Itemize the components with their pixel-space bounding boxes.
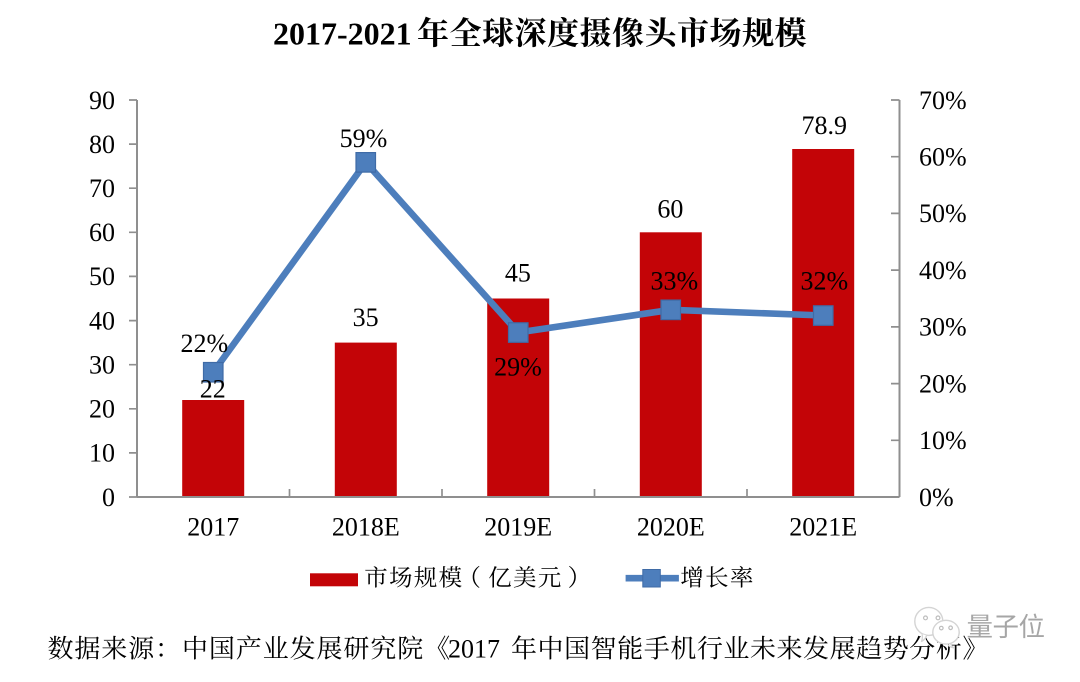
svg-text:32%: 32%	[800, 267, 848, 296]
svg-text:30%: 30%	[919, 313, 967, 342]
svg-text:40%: 40%	[919, 256, 967, 285]
svg-text:20: 20	[89, 395, 115, 424]
svg-text:59%: 59%	[340, 124, 388, 153]
svg-text:45: 45	[505, 258, 531, 287]
svg-text:60: 60	[89, 218, 115, 247]
svg-text:70: 70	[89, 174, 115, 203]
svg-text:2020E: 2020E	[637, 513, 705, 542]
svg-text:40: 40	[89, 306, 115, 335]
svg-text:0: 0	[102, 483, 115, 512]
svg-text:2021E: 2021E	[789, 513, 857, 542]
svg-text:20%: 20%	[919, 369, 967, 398]
svg-text:30: 30	[89, 351, 115, 380]
svg-text:2018E: 2018E	[332, 513, 400, 542]
svg-text:70%: 70%	[919, 86, 967, 115]
svg-text:2017: 2017	[187, 513, 239, 542]
svg-text:0%: 0%	[919, 483, 954, 512]
svg-text:90: 90	[89, 86, 115, 115]
svg-text:33%: 33%	[650, 267, 698, 296]
svg-text:80: 80	[89, 130, 115, 159]
svg-text:60: 60	[657, 195, 683, 224]
svg-text:10: 10	[89, 439, 115, 468]
svg-text:2017-2021: 2017-2021	[273, 15, 412, 51]
svg-text:22%: 22%	[180, 329, 228, 358]
svg-text:50%: 50%	[919, 199, 967, 228]
svg-text:50: 50	[89, 262, 115, 291]
svg-text:29%: 29%	[494, 353, 542, 382]
svg-text:60%: 60%	[919, 143, 967, 172]
svg-text:22: 22	[200, 374, 226, 403]
svg-text:2019E: 2019E	[484, 513, 552, 542]
svg-text:2017: 2017	[448, 635, 500, 664]
svg-text:35: 35	[353, 303, 379, 332]
svg-text:78.9: 78.9	[801, 111, 847, 140]
svg-text:10%: 10%	[919, 426, 967, 455]
